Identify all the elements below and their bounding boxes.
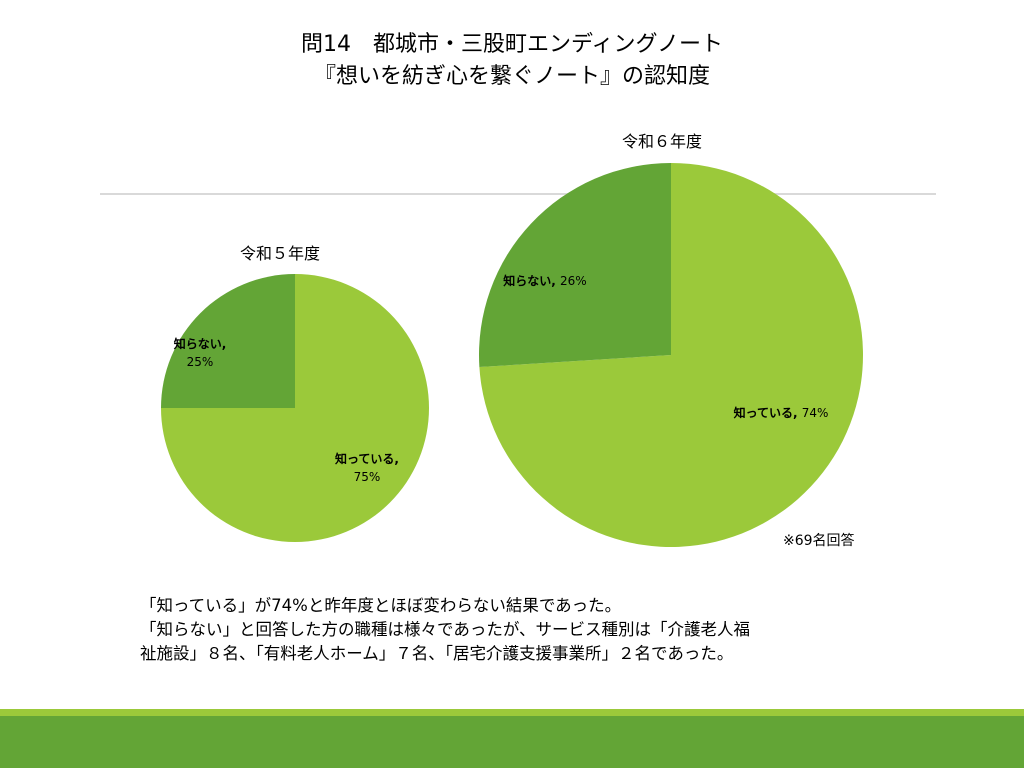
data-label: 知っている, 75%	[334, 451, 399, 484]
footer-bar	[0, 716, 1024, 768]
pie-slice-known	[479, 163, 864, 547]
summary-line: 「知らない」と回答した方の職種は様々であったが、サービス種別は「介護老人福	[140, 620, 751, 639]
data-label: 知らない, 26%	[502, 273, 586, 288]
data-label: 知っている, 74%	[733, 405, 829, 420]
pie-slice-unknown	[479, 163, 671, 368]
slide-title-line2: 『想いを紡ぎ心を繋ぐノート』の認知度	[313, 64, 710, 89]
divider	[100, 193, 936, 195]
summary-text: 「知っている」が74%と昨年度とほぼ変わらない結果であった。 「知らない」と回答…	[140, 594, 750, 666]
pie-slice-unknown	[161, 274, 295, 408]
data-label: 知らない, 25%	[173, 336, 227, 369]
summary-line: 祉施設」８名、「有料老人ホーム」７名、「居宅介護支援事業所」２名であった。	[140, 644, 734, 663]
slide-title-line1: 問14 都城市・三股町エンディングノート	[300, 32, 723, 57]
response-note: ※69名回答	[783, 533, 855, 549]
footer-stripe	[0, 709, 1024, 716]
summary-line: 「知っている」が74%と昨年度とほぼ変わらない結果であった。	[140, 596, 622, 615]
pie-title-r6: 令和６年度	[622, 132, 703, 151]
pie-title-r5: 令和５年度	[240, 244, 321, 263]
